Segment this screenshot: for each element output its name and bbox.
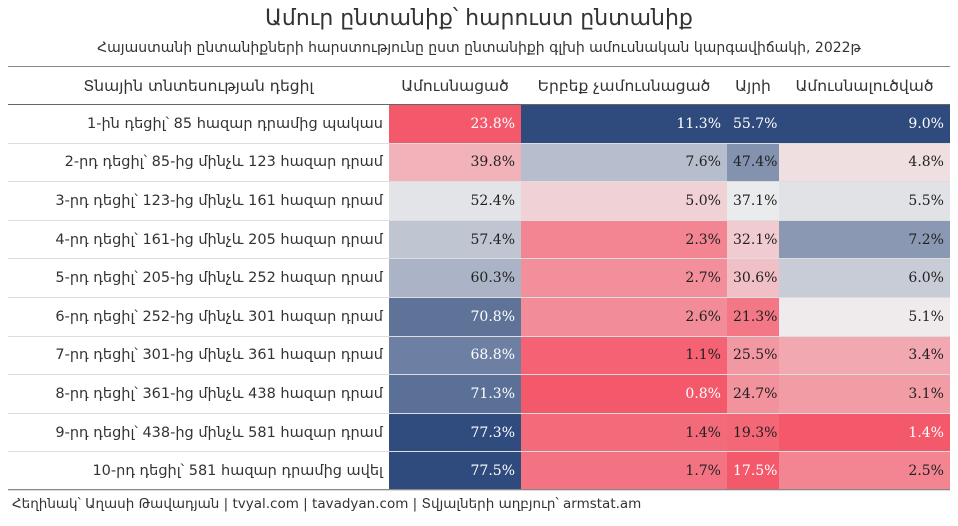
row-label: 7-րդ դեցիլ՝ 301-ից մինչև 361 հազար դրամ (8, 336, 389, 376)
cell-married: 70.8% (389, 297, 521, 337)
table-body: 1-ին դեցիլ՝ 85 հազար դրամից պակաս 23.8% 11… (8, 104, 950, 491)
chart-subtitle: Հայաստանի ընտանիքների հարստությունը ըստ … (97, 40, 861, 56)
cell-never-married: 11.3% (521, 104, 727, 144)
table-row: 4-րդ դեցիլ՝ 161-ից մինչև 205 հազար դրամ 5… (8, 220, 950, 260)
header-row: Տնային տնտեսության դեցիլ Ամուսնացած Երբե… (8, 68, 950, 105)
cell-never-married: 0.8% (521, 374, 727, 414)
source-footer: Հեղինակ՝ Աղասի Թավադյան | tvyal.com | ta… (12, 496, 642, 512)
cell-married: 39.8% (389, 143, 521, 183)
cell-divorced: 7.2% (779, 220, 950, 260)
cell-widowed: 24.7% (727, 374, 779, 414)
table-row: 10-րդ դեցիլ՝ 581 հազար դրամից ավել 77.5% 1… (8, 451, 950, 491)
row-label: 10-րդ դեցիլ՝ 581 հազար դրամից ավել (8, 451, 389, 491)
cell-widowed: 55.7% (727, 104, 779, 144)
bottom-rule (8, 489, 950, 490)
column-header-married: Ամուսնացած (389, 68, 521, 105)
cell-widowed: 32.1% (727, 220, 779, 260)
table-row: 1-ին դեցիլ՝ 85 հազար դրամից պակաս 23.8% 11… (8, 104, 950, 144)
cell-widowed: 37.1% (727, 181, 779, 221)
table-row: 8-րդ դեցիլ՝ 361-ից մինչև 438 հազար դրամ 7… (8, 374, 950, 414)
row-label: 2-րդ դեցիլ՝ 85-ից մինչև 123 հազար դրամ (8, 143, 389, 183)
column-header-never-married: Երբեք չամուսնացած (521, 68, 727, 105)
cell-divorced: 5.1% (779, 297, 950, 337)
cell-divorced: 4.8% (779, 143, 950, 183)
table-row: 3-րդ դեցիլ՝ 123-ից մինչև 161 հազար դրամ 5… (8, 181, 950, 221)
cell-never-married: 2.3% (521, 220, 727, 260)
cell-married: 60.3% (389, 258, 521, 298)
cell-widowed: 30.6% (727, 258, 779, 298)
cell-married: 68.8% (389, 336, 521, 376)
cell-widowed: 19.3% (727, 413, 779, 453)
column-header-decile: Տնային տնտեսության դեցիլ (8, 68, 389, 105)
cell-widowed: 21.3% (727, 297, 779, 337)
chart-title: Ամուր ընտանիք՝ հարուստ ընտանիք (265, 6, 693, 31)
cell-divorced: 6.0% (779, 258, 950, 298)
row-label: 3-րդ դեցիլ՝ 123-ից մինչև 161 հազար դրամ (8, 181, 389, 221)
row-label: 5-րդ դեցիլ՝ 205-ից մինչև 252 հազար դրամ (8, 258, 389, 298)
cell-married: 71.3% (389, 374, 521, 414)
cell-never-married: 1.1% (521, 336, 727, 376)
cell-never-married: 1.4% (521, 413, 727, 453)
cell-widowed: 25.5% (727, 336, 779, 376)
cell-never-married: 2.6% (521, 297, 727, 337)
cell-divorced: 1.4% (779, 413, 950, 453)
cell-never-married: 1.7% (521, 451, 727, 491)
table-row: 9-րդ դեցիլ՝ 438-ից մինչև 581 հազար դրամ 7… (8, 413, 950, 453)
cell-widowed: 47.4% (727, 143, 779, 183)
column-header-widowed: Այրի (727, 68, 779, 105)
cell-divorced: 9.0% (779, 104, 950, 144)
row-label: 1-ին դեցիլ՝ 85 հազար դրամից պակաս (8, 104, 389, 144)
cell-divorced: 5.5% (779, 181, 950, 221)
top-rule (8, 66, 950, 67)
table-row: 6-րդ դեցիլ՝ 252-ից մինչև 301 հազար դրամ 7… (8, 297, 950, 337)
cell-married: 57.4% (389, 220, 521, 260)
data-table: Տնային տնտեսության դեցիլ Ամուսնացած Երբե… (8, 68, 950, 491)
table-row: 2-րդ դեցիլ՝ 85-ից մինչև 123 հազար դրամ 39… (8, 143, 950, 183)
cell-divorced: 3.4% (779, 336, 950, 376)
cell-widowed: 17.5% (727, 451, 779, 491)
row-label: 4-րդ դեցիլ՝ 161-ից մինչև 205 հազար դրամ (8, 220, 389, 260)
cell-married: 77.3% (389, 413, 521, 453)
cell-never-married: 7.6% (521, 143, 727, 183)
cell-never-married: 5.0% (521, 181, 727, 221)
cell-married: 52.4% (389, 181, 521, 221)
row-label: 6-րդ դեցիլ՝ 252-ից մինչև 301 հազար դրամ (8, 297, 389, 337)
cell-married: 23.8% (389, 104, 521, 144)
row-label: 8-րդ դեցիլ՝ 361-ից մինչև 438 հազար դրամ (8, 374, 389, 414)
table-row: 5-րդ դեցիլ՝ 205-ից մինչև 252 հազար դրամ 6… (8, 258, 950, 298)
row-label: 9-րդ դեցիլ՝ 438-ից մինչև 581 հազար դրամ (8, 413, 389, 453)
cell-divorced: 2.5% (779, 451, 950, 491)
table-row: 7-րդ դեցիլ՝ 301-ից մինչև 361 հազար դրամ 6… (8, 336, 950, 376)
column-header-divorced: Ամուսնալուծված (779, 68, 950, 105)
cell-married: 77.5% (389, 451, 521, 491)
cell-never-married: 2.7% (521, 258, 727, 298)
cell-divorced: 3.1% (779, 374, 950, 414)
